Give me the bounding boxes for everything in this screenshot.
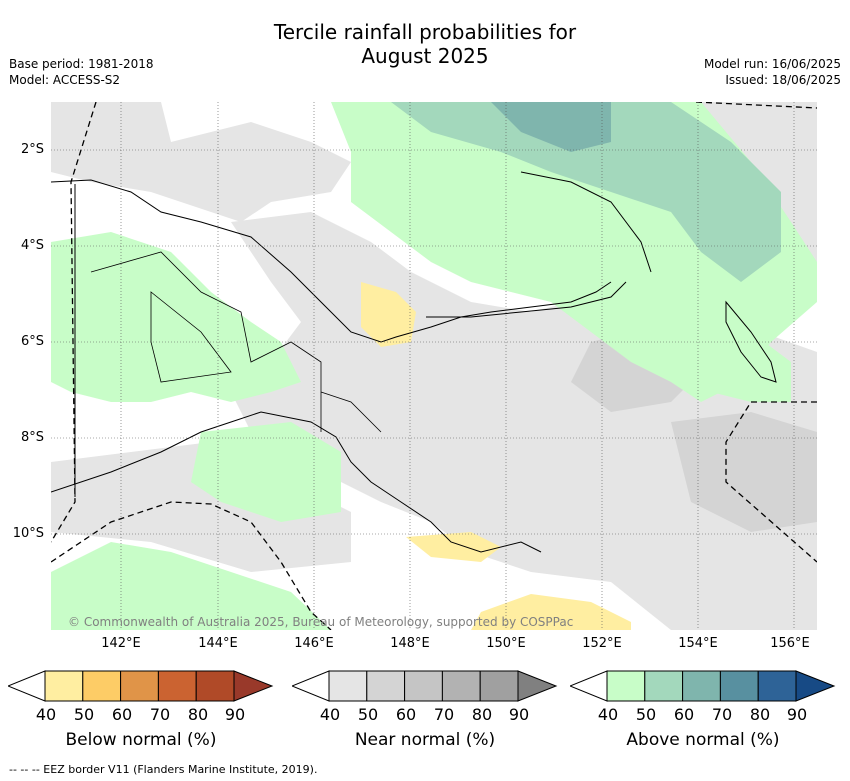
below-normal-region-south — [471, 594, 631, 630]
colorbar-swatch — [328, 670, 368, 702]
lon-label-156e: 156°E — [770, 636, 810, 651]
cb-below-tick: 70 — [149, 705, 171, 724]
lon-label-142e: 142°E — [101, 636, 141, 651]
lat-label-2s: 2°S — [20, 142, 44, 157]
above-normal-region-deep-teal — [491, 102, 611, 152]
colorbar-swatch — [44, 670, 84, 702]
lon-label-148e: 148°E — [390, 636, 430, 651]
cb-near-swatches — [328, 670, 519, 702]
eez-footnote: -- -- -- EEZ border V11 (Flanders Marine… — [9, 763, 318, 776]
cb-near-low-arrow — [292, 670, 330, 702]
cb-near-tick: 60 — [395, 705, 417, 724]
map-title: Tercile rainfall probabilities for Augus… — [0, 20, 850, 68]
lat-label-10s: 10°S — [12, 526, 44, 541]
colorbar-swatch — [757, 670, 797, 702]
colorbar-below-normal — [8, 670, 274, 702]
title-line-1: Tercile rainfall probabilities for — [273, 20, 577, 44]
cb-below-high-arrow — [233, 670, 274, 702]
cb-above-tick: 50 — [635, 705, 657, 724]
cb-below-swatches — [44, 670, 235, 702]
coastline-bougainville — [725, 300, 777, 383]
cb-below-tick: 40 — [35, 705, 57, 724]
colorbar-swatch — [366, 670, 406, 702]
cb-above-tick: 90 — [786, 705, 808, 724]
cb-below-low-arrow — [8, 670, 46, 702]
cb-below-tick: 90 — [224, 705, 246, 724]
cb-below-tick: 80 — [187, 705, 209, 724]
model-name: Model: ACCESS-S2 — [9, 73, 121, 87]
below-normal-region-central — [361, 282, 416, 347]
near-normal-region-north — [51, 102, 351, 222]
colorbar-swatch — [719, 670, 759, 702]
lon-label-152e: 152°E — [582, 636, 622, 651]
colorbar-swatch — [644, 670, 684, 702]
cb-near-label: Near normal (%) — [354, 730, 496, 750]
colorbar-swatch — [479, 670, 519, 702]
colorbar-swatch — [157, 670, 197, 702]
colorbar-near-normal — [292, 670, 558, 702]
lat-label-6s: 6°S — [20, 334, 44, 349]
lon-label-154e: 154°E — [678, 636, 718, 651]
coastline-new-britain — [426, 281, 627, 318]
cb-below-label: Below normal (%) — [65, 730, 217, 750]
model-run: Model run: 16/06/2025 — [703, 57, 841, 71]
cb-near-high-arrow — [517, 670, 558, 702]
lat-label-8s: 8°S — [20, 430, 44, 445]
colorbar-swatch — [682, 670, 721, 702]
lat-label-4s: 4°S — [20, 238, 44, 253]
cb-above-tick: 80 — [749, 705, 771, 724]
cb-above-swatches — [606, 670, 797, 702]
coastline-new-guinea-north — [51, 179, 612, 343]
copyright-credit: © Commonwealth of Australia 2025, Bureau… — [68, 615, 574, 629]
cb-above-tick: 40 — [597, 705, 619, 724]
cb-near-tick: 40 — [319, 705, 341, 724]
above-normal-region-teal — [391, 102, 781, 282]
cb-above-tick: 70 — [711, 705, 733, 724]
meta-left: Base period: 1981-2018 Model: ACCESS-S2 — [9, 56, 154, 88]
eez-border-east — [695, 102, 817, 563]
colorbar-swatch — [120, 670, 159, 702]
issued-date: Issued: 18/06/2025 — [725, 73, 841, 87]
near-normal-region-east — [671, 412, 817, 532]
colorbar-swatch — [441, 670, 481, 702]
colorbar-swatch — [82, 670, 122, 702]
cb-above-tick: 60 — [673, 705, 695, 724]
cb-near-tick: 50 — [357, 705, 379, 724]
coastline-new-guinea-south — [51, 411, 542, 553]
base-period: Base period: 1981-2018 — [9, 57, 154, 71]
cb-above-high-arrow — [795, 670, 836, 702]
provincial-borders — [90, 251, 382, 433]
colorbar-above-normal — [570, 670, 836, 702]
cb-above-low-arrow — [570, 670, 608, 702]
above-normal-region-south — [191, 422, 341, 522]
lon-label-146e: 146°E — [294, 636, 334, 651]
above-normal-region-east-coast — [691, 332, 791, 402]
cb-above-label: Above normal (%) — [626, 730, 780, 750]
meta-right: Model run: 16/06/2025 Issued: 18/06/2025 — [704, 56, 841, 88]
colorbar-swatch — [606, 670, 646, 702]
cb-near-tick: 70 — [433, 705, 455, 724]
colorbar-swatch — [195, 670, 235, 702]
map-panel — [51, 102, 817, 630]
colorbar-swatch — [404, 670, 443, 702]
lon-label-144e: 144°E — [198, 636, 238, 651]
coastline-new-ireland — [520, 171, 652, 273]
above-normal-region-west — [51, 232, 301, 402]
lon-label-150e: 150°E — [486, 636, 526, 651]
below-normal-region-southeast — [406, 532, 501, 562]
title-line-2: August 2025 — [361, 44, 489, 68]
cb-near-tick: 80 — [471, 705, 493, 724]
gridlines — [51, 102, 817, 630]
cb-below-tick: 50 — [73, 705, 95, 724]
cb-near-tick: 90 — [508, 705, 530, 724]
eez-border-south — [51, 501, 332, 630]
cb-below-tick: 60 — [111, 705, 133, 724]
